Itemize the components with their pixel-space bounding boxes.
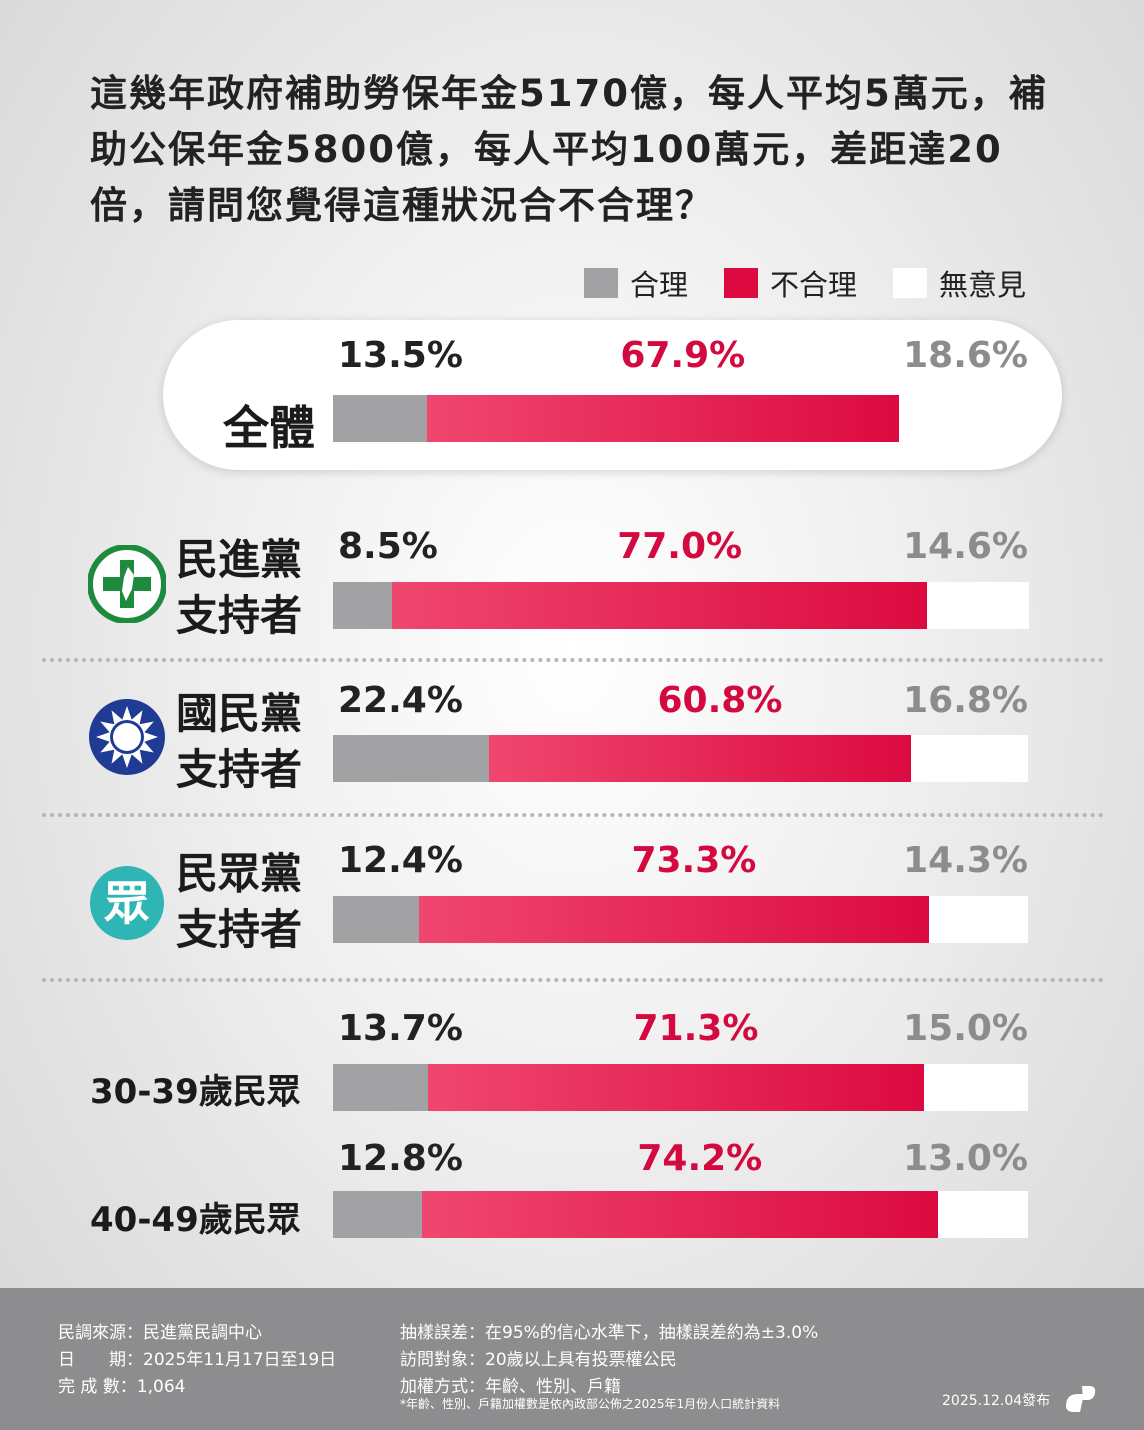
value-label: 60.8%	[657, 680, 783, 721]
value-label: 15.0%	[903, 1008, 1028, 1049]
legend-item[interactable]: 合理	[583, 262, 688, 304]
bar-segment	[911, 735, 1028, 782]
value-label: 14.6%	[903, 526, 1028, 567]
legend-swatch	[723, 268, 758, 298]
brand-logo	[1066, 1386, 1096, 1412]
bar-segment	[428, 1064, 924, 1111]
value-label: 73.3%	[631, 840, 757, 881]
category-label: 民進黨支持者	[176, 535, 303, 640]
footer-note: *年齡、性別、戶籍加權數是依內政部公佈之2025年1月份人口統計資料	[400, 1397, 781, 1411]
legend-label: 不合理	[769, 268, 857, 302]
category-label: 民眾黨支持者	[176, 849, 303, 954]
bar-segment	[927, 582, 1029, 629]
bar-segment	[426, 395, 899, 442]
tpp-logo: 眾	[90, 866, 164, 940]
value-label: 12.8%	[338, 1138, 463, 1179]
bar-segment	[898, 395, 1028, 442]
category-label: 40-49歲民眾	[90, 1200, 301, 1240]
footer-right: 抽樣誤差：在95%的信心水準下，抽樣誤差約為±3.0% 訪問對象：20歲以上具有投…	[400, 1320, 818, 1401]
value-label: 71.3%	[633, 1008, 759, 1049]
value-label: 16.8%	[903, 680, 1028, 721]
value-label: 74.2%	[637, 1138, 763, 1179]
value-label: 77.0%	[617, 526, 743, 567]
bar-segment	[333, 395, 427, 442]
bar-segment	[923, 1064, 1028, 1111]
bar-segment	[333, 735, 489, 782]
footer-left: 民調來源：民進黨民調中心日 期：2025年11月17日至19日完 成 數：1,0…	[58, 1320, 336, 1401]
bar-segment	[928, 896, 1028, 943]
bar-segment	[333, 1191, 422, 1238]
bar-segment	[419, 896, 929, 943]
category-label: 國民黨支持者	[176, 689, 303, 794]
footer-line: 抽樣誤差：在95%的信心水準下，抽樣誤差約為±3.0%	[400, 1323, 819, 1343]
bar-segment	[421, 1191, 938, 1238]
legend-item[interactable]: 無意見	[892, 262, 1026, 304]
legend-item[interactable]: 不合理	[723, 262, 857, 304]
legend-swatch	[583, 268, 618, 298]
value-label: 13.7%	[338, 1008, 463, 1049]
dpp-logo	[88, 545, 166, 623]
bar-segment	[333, 1064, 429, 1111]
legend-swatch	[892, 268, 927, 298]
footer: 民調來源：民進黨民調中心日 期：2025年11月17日至19日完 成 數：1,0…	[0, 1288, 1144, 1430]
legend: 合理 不合理 無意見	[583, 262, 1026, 304]
value-label: 18.6%	[903, 335, 1028, 376]
footer-line: 完 成 數：1,064	[58, 1377, 186, 1397]
value-label: 67.9%	[620, 335, 746, 376]
value-label: 8.5%	[338, 526, 438, 567]
chart-title: 這幾年政府補助勞保年金5170億，每人平均5萬元，補助公保年金5800億，每人平…	[90, 72, 1048, 227]
category-label: 30-39歲民眾	[90, 1072, 301, 1112]
separator	[42, 658, 1104, 662]
bar-segment	[937, 1191, 1028, 1238]
value-label: 14.3%	[903, 840, 1028, 881]
value-label: 13.5%	[338, 335, 463, 376]
kmt-logo	[89, 699, 165, 775]
category-label: 全體	[223, 401, 315, 455]
bar-segment	[333, 896, 420, 943]
separator	[42, 813, 1104, 817]
bar-segment	[392, 582, 928, 629]
separator	[42, 978, 1104, 982]
legend-label: 合理	[629, 268, 688, 302]
bar-segment	[333, 582, 393, 629]
footer-line: 訪問對象：20歲以上具有投票權公民	[400, 1350, 677, 1370]
bar-segment	[488, 735, 912, 782]
value-label: 22.4%	[338, 680, 463, 721]
footer-line: 加權方式：年齡、性別、戶籍	[400, 1377, 621, 1397]
legend-label: 無意見	[938, 268, 1026, 302]
footer-line: 民調來源：民進黨民調中心	[58, 1323, 262, 1343]
footer-line: 日 期：2025年11月17日至19日	[58, 1350, 337, 1370]
release-date: 2025.12.04發布	[942, 1393, 1051, 1409]
value-label: 12.4%	[338, 840, 463, 881]
value-label: 13.0%	[903, 1138, 1028, 1179]
